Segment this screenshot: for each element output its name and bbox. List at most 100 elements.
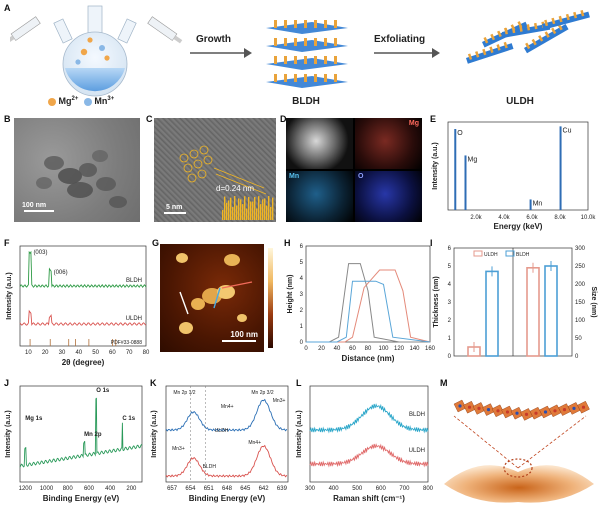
- afm-overlay: [176, 253, 253, 334]
- bldh-rod: [274, 20, 277, 28]
- xps-bldh-label: BLDH: [203, 464, 217, 470]
- panel-label-g: G: [152, 238, 160, 248]
- crystal-atom: [505, 410, 510, 414]
- mn-ion-charge: 3+: [107, 96, 115, 102]
- size-ytick: 300: [575, 246, 586, 252]
- fft-profile-bar: [256, 208, 258, 220]
- bldh-rod: [334, 20, 337, 28]
- xps-mn2p-xtick: 657: [167, 486, 178, 492]
- growth-step-label: Growth: [196, 34, 231, 45]
- panel-label-a: A: [4, 3, 11, 13]
- thickness-bldh-bar: [485, 270, 499, 357]
- fft-profile-bar: [266, 205, 268, 220]
- eds-ylabel: Intensity (a.u.): [432, 142, 439, 189]
- xps-survey-xtick: 1000: [40, 486, 54, 492]
- bldh-rod: [334, 74, 337, 82]
- xps-mn2p-uldh-line: [165, 398, 288, 432]
- raman-uldh-line: [309, 443, 429, 468]
- mn3-label-bottom: Mn3+: [172, 446, 185, 452]
- height-ytick: 6: [300, 244, 304, 250]
- scalebar-c: [164, 212, 186, 214]
- scalebar-c-label: 5 nm: [166, 204, 183, 211]
- height-profile-frame: [305, 245, 431, 343]
- eds-xtick: 4.0k: [498, 215, 510, 221]
- xps-peak-label: Mn 2p: [84, 432, 102, 438]
- eds-peak-label: Mn: [533, 200, 543, 207]
- mg-map: Mg: [355, 118, 422, 169]
- fft-profile-bar: [248, 196, 250, 220]
- bldh-rod: [334, 56, 337, 64]
- fft-profile-bar: [234, 196, 236, 220]
- size-ylabel: Size (nm): [590, 286, 597, 317]
- legend-bldh-label: BLDH: [516, 252, 530, 258]
- xps-survey-line: [19, 397, 143, 468]
- thickness-ylabel: Thickness (nm): [433, 276, 440, 327]
- tem-particles: [36, 150, 127, 208]
- eds-spectrum-chart: O Mg Mn Cu 2.0k 4.0k 6.0k 8.0k 10.0k Energy (keV)…: [432, 121, 596, 231]
- height-xtick: 160: [425, 346, 436, 352]
- xrd-xtick: 60: [109, 350, 116, 356]
- height-ytick: 4: [300, 276, 304, 282]
- mg-dot-icon: [48, 97, 56, 106]
- panel-label-i: I: [430, 238, 433, 248]
- fft-profile-bar: [224, 196, 226, 220]
- xrd-xtick: 40: [75, 350, 82, 356]
- thickness-ytick: 3: [448, 300, 452, 306]
- eds-xtick: 6.0k: [526, 215, 538, 221]
- height-profile-chart: 0 20 40 60 80 100 120 140 160 0 1 2 3 4 5 6 Distance (nm…: [287, 244, 436, 363]
- xps-uldh-label: ULDH: [215, 428, 229, 434]
- bldh-stack-illustration: [266, 20, 348, 88]
- size-ytick: 150: [575, 300, 586, 306]
- bldh-rod: [274, 38, 277, 46]
- bldh-rod: [324, 20, 327, 28]
- crystal-atom: [477, 406, 481, 410]
- height-xtick: 40: [334, 346, 341, 352]
- raman-xtick: 500: [352, 486, 363, 492]
- height-xlabel: Distance (nm): [342, 354, 395, 363]
- crystal-atom: [543, 410, 548, 414]
- bldh-rod: [284, 56, 287, 64]
- crystal-atom: [458, 404, 462, 408]
- xps-peak-label: C 1s: [122, 416, 135, 422]
- xrd-xlabel: 2θ (degree): [62, 358, 105, 367]
- panel-label-m: M: [440, 378, 448, 388]
- bldh-rod: [304, 20, 307, 28]
- uldh-sheet: [542, 9, 590, 30]
- scalebar-g-label: 100 nm: [230, 330, 258, 339]
- raman-xtick: 700: [399, 486, 410, 492]
- raman-frame: [309, 385, 429, 483]
- xrd-uldh-label: ULDH: [126, 316, 142, 322]
- raman-bldh-line: [309, 403, 429, 434]
- thickness-ytick: 6: [448, 246, 452, 252]
- raman-uldh-label: ULDH: [409, 448, 425, 454]
- uldh-sheet: [466, 41, 514, 64]
- xrd-pdf-label: PDF#33-0888: [111, 340, 142, 346]
- mn-ion-label: Mn: [94, 96, 108, 106]
- mn2p12-label: Mn 2p 1/2: [173, 390, 195, 396]
- raman-xlabel: Raman shift (cm⁻¹): [333, 494, 405, 503]
- xrd-bldh-line: [19, 250, 147, 288]
- ion-legend: Mg2+ Mn3+: [48, 96, 114, 106]
- mn2p32-label: Mn 2p 3/2: [251, 390, 273, 396]
- scalebar-b-label: 100 nm: [22, 202, 47, 209]
- bldh-rod: [314, 74, 317, 82]
- xps-survey-xtick: 800: [63, 486, 74, 492]
- height-xtick: 0: [304, 346, 308, 352]
- crystal-atom: [553, 409, 557, 413]
- eds-frame: [447, 121, 589, 211]
- panel-label-c: C: [146, 114, 153, 124]
- xps-mn2p-xtick: 654: [185, 486, 196, 492]
- bldh-rod: [274, 56, 277, 64]
- panel-label-j: J: [4, 378, 10, 388]
- raman-bldh-label: BLDH: [409, 412, 425, 418]
- thickness-ytick: 2: [448, 318, 452, 324]
- raman-xtick: 300: [305, 486, 316, 492]
- raman-xtick: 600: [376, 486, 387, 492]
- fft-profile-bar: [226, 202, 228, 220]
- fft-profile-bar: [242, 204, 244, 220]
- mg-ion-label: Mg: [58, 96, 72, 106]
- panel-label-d: D: [280, 114, 287, 124]
- crystal-atom: [486, 408, 491, 412]
- tem-image-b: 100 nm: [14, 118, 140, 222]
